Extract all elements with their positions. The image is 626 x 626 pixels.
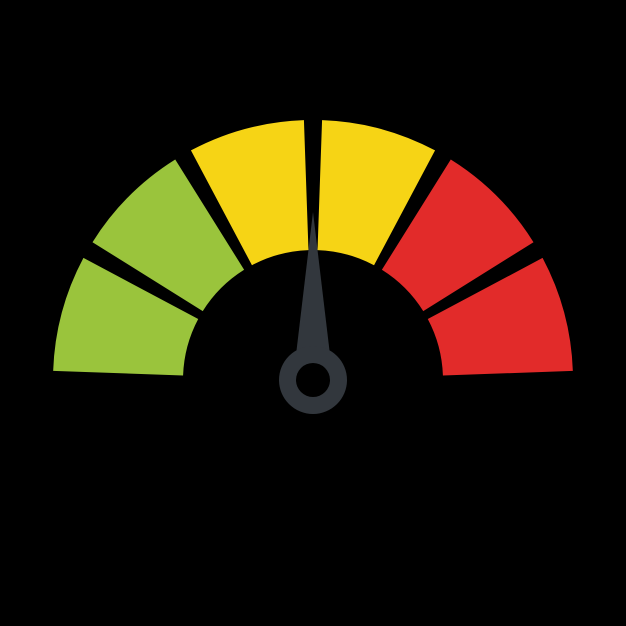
gauge-meter [0, 0, 626, 626]
needle-hub-inner [296, 363, 330, 397]
